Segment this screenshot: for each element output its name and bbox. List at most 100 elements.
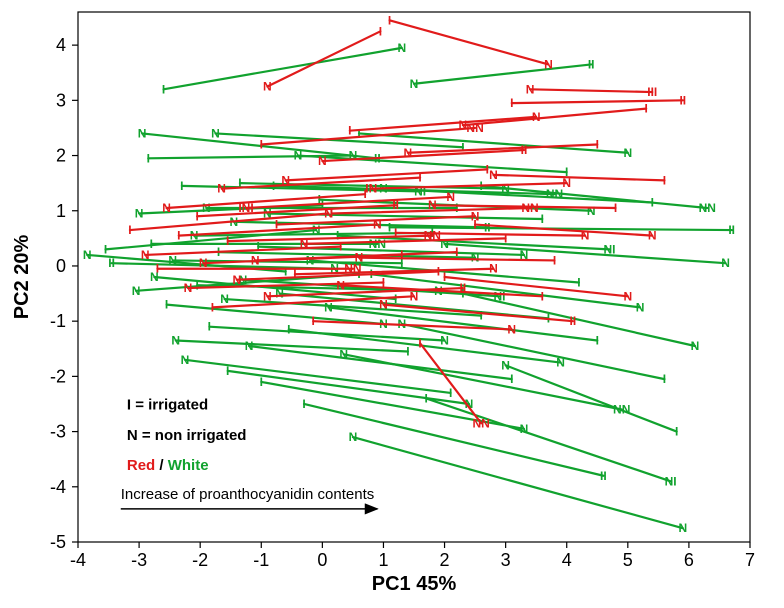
point-marker: NN — [521, 201, 538, 215]
point-marker: N — [294, 149, 303, 163]
point-marker: INI — [238, 201, 253, 215]
y-tick-label: -5 — [50, 532, 66, 552]
y-tick-label: 1 — [56, 201, 66, 221]
legend-line: N = non irrigated — [127, 427, 247, 444]
point-marker: N — [168, 253, 177, 267]
point-marker: N — [410, 289, 419, 303]
point-marker: I — [165, 298, 168, 312]
y-tick-label: -4 — [50, 477, 66, 497]
point-marker: I — [162, 82, 165, 96]
point-marker: N — [507, 322, 516, 336]
x-tick-label: 2 — [440, 550, 450, 570]
point-marker: I — [541, 212, 544, 226]
point-marker: I — [425, 391, 428, 405]
point-marker: N — [428, 198, 437, 212]
x-tick-label: 4 — [562, 550, 572, 570]
point-marker: IN — [365, 182, 377, 196]
point-marker: I — [312, 314, 315, 328]
point-marker: II — [108, 256, 115, 270]
legend-line: Red / White — [127, 457, 209, 474]
point-marker: I — [541, 289, 544, 303]
point-marker: N — [410, 77, 419, 91]
x-tick-label: 7 — [745, 550, 755, 570]
point-marker: N — [526, 82, 535, 96]
point-marker: I — [260, 375, 263, 389]
point-marker: N — [211, 126, 220, 140]
point-marker: I — [675, 425, 678, 439]
point-marker: N — [489, 168, 498, 182]
point-marker: I — [596, 138, 599, 152]
point-marker: N — [336, 278, 345, 292]
point-marker: N — [132, 284, 141, 298]
point-marker: I — [455, 245, 458, 259]
point-marker: I — [388, 220, 391, 234]
point-marker: N — [162, 201, 171, 215]
point-marker: N — [397, 41, 406, 55]
point-marker: N — [171, 333, 180, 347]
point-marker: I — [357, 126, 360, 140]
point-marker: NN — [473, 416, 490, 430]
point-marker: N — [141, 248, 150, 262]
legend-line: I = irrigated — [127, 397, 208, 414]
x-tick-label: 3 — [501, 550, 511, 570]
y-tick-label: -3 — [50, 422, 66, 442]
point-marker: N — [83, 248, 92, 262]
point-marker: I — [394, 226, 397, 240]
point-marker: I — [275, 218, 278, 232]
point-marker: I — [260, 138, 263, 152]
point-marker: N — [721, 256, 730, 270]
point-marker: I — [406, 345, 409, 359]
point-marker: I — [330, 207, 333, 221]
point-marker: I — [180, 179, 183, 193]
x-tick-label: 0 — [317, 550, 327, 570]
point-marker: I — [208, 320, 211, 334]
point-marker: I — [156, 262, 159, 276]
y-tick-label: -2 — [50, 366, 66, 386]
point-marker: I — [339, 240, 342, 254]
point-marker: I — [577, 276, 580, 290]
point-marker: N — [275, 287, 284, 301]
point-marker: N — [532, 110, 541, 124]
point-marker: I — [663, 173, 666, 187]
point-marker: N — [199, 256, 208, 270]
point-marker: N — [138, 126, 147, 140]
point-marker: I — [473, 218, 476, 232]
point-marker: I — [644, 102, 647, 116]
point-marker: N — [184, 281, 193, 295]
point-marker: I — [195, 209, 198, 223]
point-marker: N — [648, 229, 657, 243]
point-marker: N — [349, 430, 358, 444]
point-marker: N — [355, 251, 364, 265]
y-tick-label: 0 — [56, 256, 66, 276]
point-marker: I — [443, 270, 446, 284]
point-marker: N — [263, 289, 272, 303]
y-axis-label: PC2 20% — [11, 235, 33, 320]
point-marker: I — [510, 372, 513, 386]
chart-container: { "chart": { "type": "scatter-with-segme… — [0, 0, 784, 608]
point-marker: I — [128, 223, 131, 237]
x-tick-label: -4 — [70, 550, 86, 570]
point-marker: II — [521, 143, 528, 157]
point-marker: I — [455, 201, 458, 215]
point-marker: N — [217, 182, 226, 196]
y-tick-label: 4 — [56, 35, 66, 55]
point-marker: I — [388, 13, 391, 27]
point-marker: N — [306, 253, 315, 267]
point-marker: I — [302, 397, 305, 411]
point-marker: N — [446, 190, 455, 204]
point-marker: N — [263, 80, 272, 94]
point-marker: I — [104, 242, 107, 256]
arrow-label: Increase of proanthocyanidin contents — [121, 486, 375, 503]
point-marker: I — [226, 234, 229, 248]
point-marker: I — [226, 364, 229, 378]
point-marker: I — [211, 300, 214, 314]
point-marker: N — [678, 521, 687, 535]
point-marker: I — [614, 201, 617, 215]
point-marker: N — [324, 300, 333, 314]
point-marker: I — [510, 96, 513, 110]
point-marker: I — [596, 333, 599, 347]
point-marker: N — [300, 237, 309, 251]
point-marker: N — [636, 300, 645, 314]
point-marker: N — [544, 57, 553, 71]
x-tick-label: 1 — [378, 550, 388, 570]
